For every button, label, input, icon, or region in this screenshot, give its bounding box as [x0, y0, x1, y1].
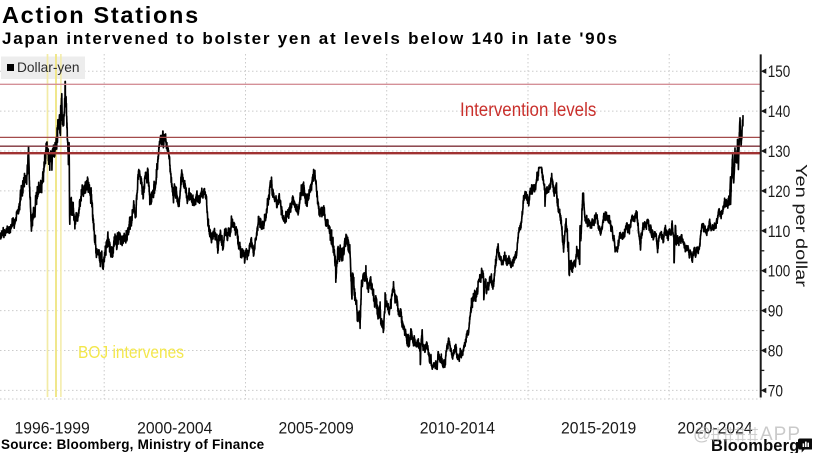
svg-text:@: @ — [693, 425, 711, 444]
svg-text:APP: APP — [760, 425, 801, 445]
svg-text:120: 120 — [768, 182, 791, 201]
svg-text:80: 80 — [768, 342, 783, 361]
svg-text:100: 100 — [768, 262, 791, 281]
svg-text:Yen per dollar: Yen per dollar — [792, 164, 809, 287]
svg-text:90: 90 — [768, 302, 783, 321]
svg-text:2020-2024: 2020-2024 — [677, 418, 752, 437]
svg-text:70: 70 — [768, 381, 783, 400]
svg-text:2000-2004: 2000-2004 — [137, 418, 212, 437]
svg-text:1996-1999: 1996-1999 — [14, 418, 89, 437]
svg-text:2010-2014: 2010-2014 — [420, 418, 495, 437]
svg-text:110: 110 — [768, 222, 791, 241]
svg-text:150: 150 — [768, 62, 791, 81]
svg-text:140: 140 — [768, 102, 791, 121]
svg-text:130: 130 — [768, 142, 791, 161]
svg-text:2005-2009: 2005-2009 — [278, 418, 353, 437]
svg-text:2015-2019: 2015-2019 — [561, 418, 636, 437]
